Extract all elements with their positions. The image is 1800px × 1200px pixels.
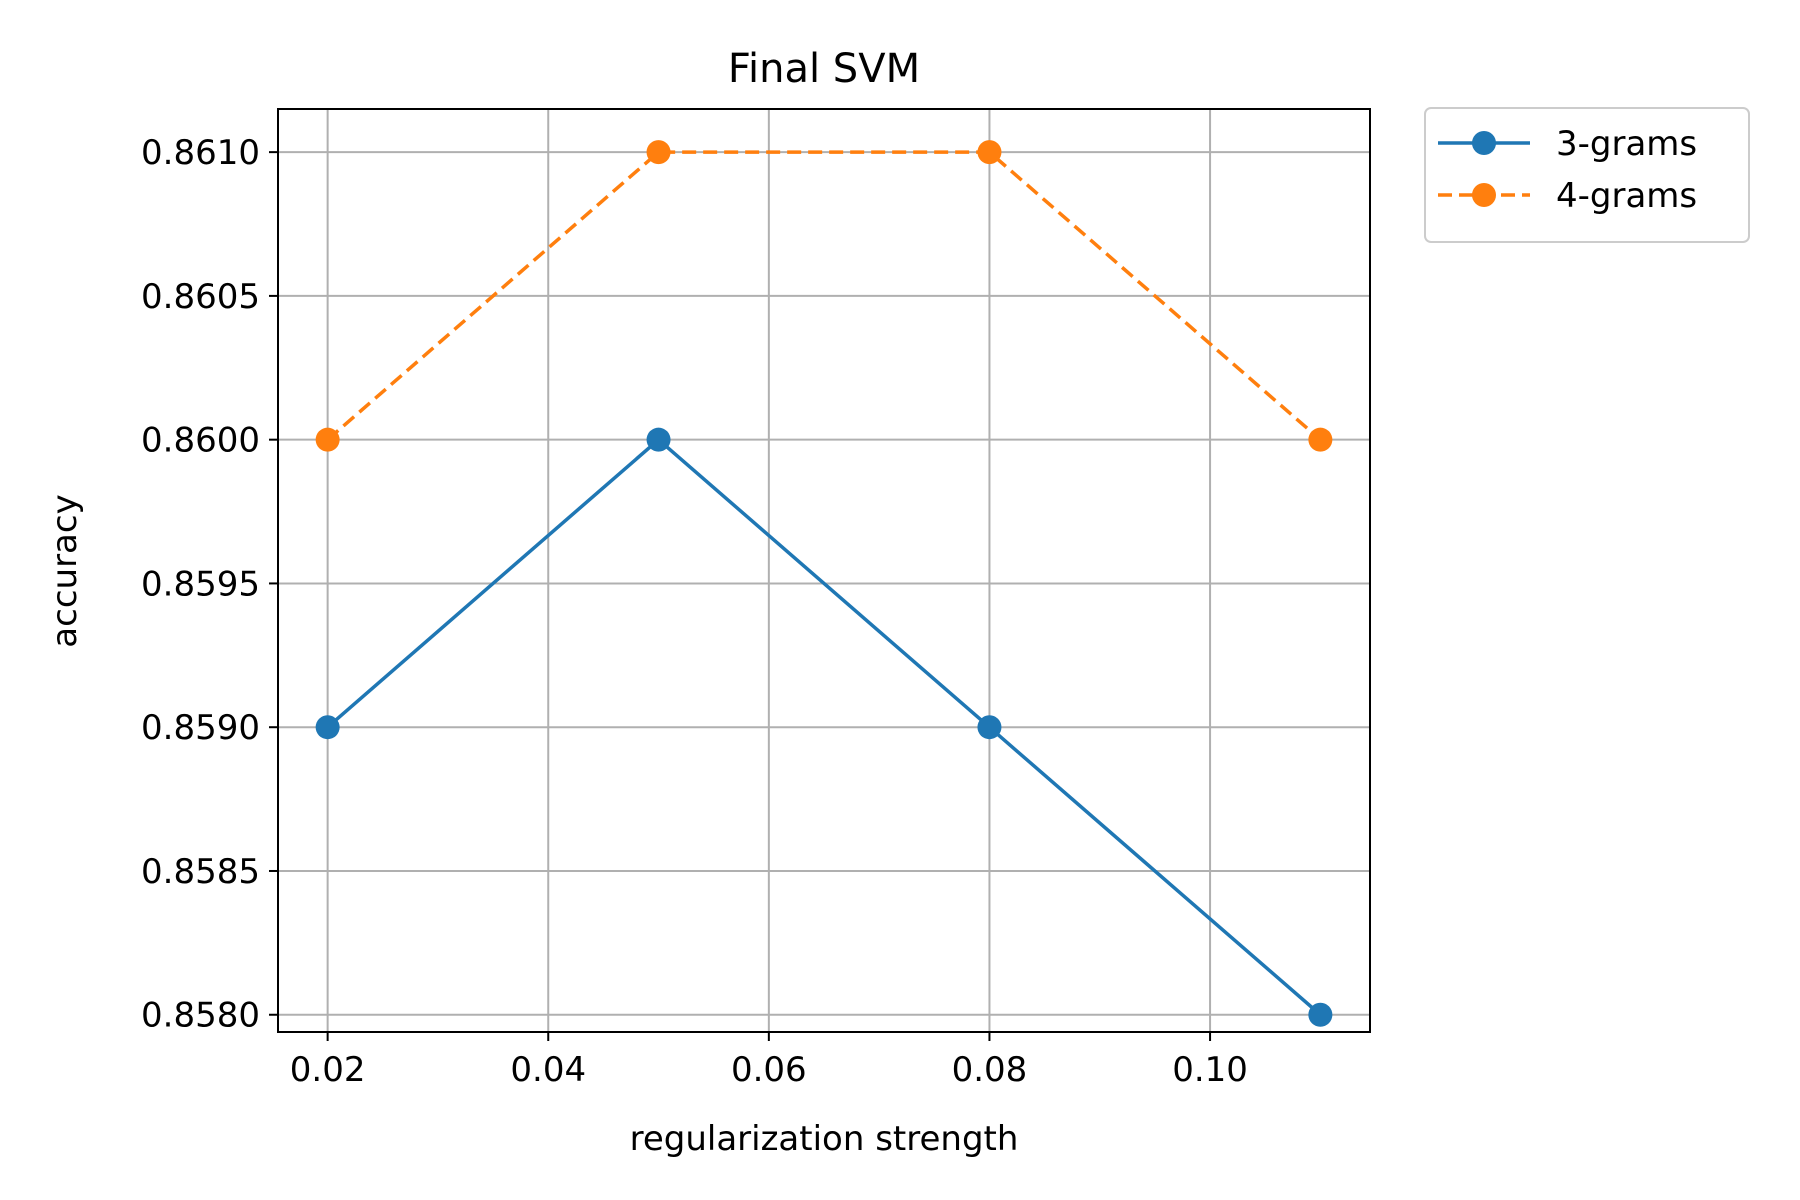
grid (278, 109, 1370, 1032)
legend-label: 3-grams (1556, 124, 1697, 164)
y-tick-label: 0.8585 (141, 852, 260, 892)
y-tick-label: 0.8580 (141, 996, 260, 1036)
y-tick-label: 0.8590 (141, 708, 260, 748)
x-tick-label: 0.10 (1172, 1050, 1248, 1090)
series-layer (315, 140, 1333, 1027)
legend-marker (1472, 131, 1496, 155)
series-line (326, 437, 1322, 1017)
legend-marker (1472, 183, 1496, 207)
data-point (315, 427, 340, 452)
x-axis: 0.02 0.04 0.06 0.08 0.10 (290, 1032, 1248, 1090)
x-axis-title: regularization strength (630, 1119, 1019, 1159)
data-point (646, 427, 671, 452)
series-3-grams (315, 427, 1333, 1027)
y-tick-label: 0.8610 (141, 133, 260, 173)
x-tick-label: 0.08 (952, 1050, 1028, 1090)
x-tick-label: 0.04 (510, 1050, 586, 1090)
data-point (977, 140, 1002, 165)
y-axis-title: accuracy (45, 494, 85, 647)
legend: 3-grams 4-grams (1424, 107, 1750, 243)
data-point (646, 140, 671, 165)
y-tick-label: 0.8600 (141, 421, 260, 461)
chart-title: Final SVM (728, 46, 920, 92)
x-tick-label: 0.06 (731, 1050, 807, 1090)
series-4-grams (315, 140, 1333, 452)
plot-frame (277, 108, 1371, 1033)
data-point (1308, 1002, 1333, 1027)
y-tick-label: 0.8595 (141, 564, 260, 604)
series-line (326, 150, 1322, 441)
data-point (315, 715, 340, 740)
y-axis: 0.8580 0.8585 0.8590 0.8595 0.8600 0.8605 0.86… (141, 133, 278, 1036)
data-point (1308, 427, 1333, 452)
x-tick-label: 0.02 (290, 1050, 366, 1090)
legend-label: 4-grams (1556, 176, 1697, 216)
data-point (977, 715, 1002, 740)
y-tick-label: 0.8605 (141, 277, 260, 317)
